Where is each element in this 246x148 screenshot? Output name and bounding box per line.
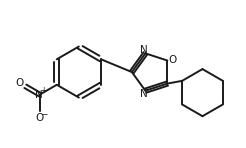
Text: O: O xyxy=(15,78,23,88)
Text: N: N xyxy=(139,45,147,56)
Text: N: N xyxy=(35,90,43,100)
Text: O: O xyxy=(168,54,176,65)
Text: N: N xyxy=(139,89,147,99)
Text: +: + xyxy=(41,86,47,95)
Text: O: O xyxy=(36,113,44,123)
Text: −: − xyxy=(42,110,48,119)
